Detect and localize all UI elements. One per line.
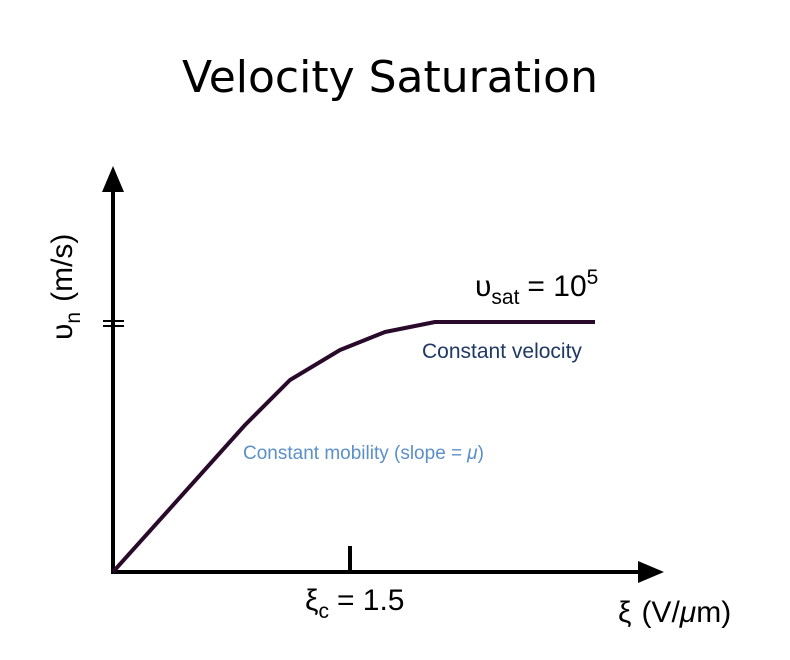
velocity-region: Constant velocity [422, 340, 582, 363]
subscript: c [318, 600, 329, 623]
velocity-curve [111, 320, 595, 574]
symbol: μ [466, 443, 478, 464]
critical-field-label: ξc = 1.5 [305, 584, 405, 623]
symbol: υ [475, 270, 491, 303]
saturation-label: υsat = 105 [475, 266, 598, 309]
y-arrow [102, 166, 124, 192]
axes [103, 186, 646, 574]
title: Velocity Saturation [182, 52, 598, 103]
symbol: υ [46, 324, 79, 340]
x-axis-label: ξ (V/μm) [618, 596, 731, 629]
relation: = 1.5 [337, 584, 405, 617]
subscript: sat [491, 286, 519, 309]
unit: (m/s) [46, 234, 79, 302]
symbol: ξ [305, 584, 318, 617]
mobility-region: Constant mobility (slope = μ) [243, 443, 484, 464]
unit-open: (V/ [641, 596, 680, 629]
text: Constant mobility (slope = [243, 443, 462, 464]
subscript: n [62, 312, 85, 324]
y-axis-label: υn (m/s) [46, 234, 85, 340]
superscript: 5 [587, 266, 599, 289]
x-arrow [638, 561, 664, 583]
symbol: ξ [618, 596, 631, 629]
close: ) [478, 443, 484, 464]
unit-close: m) [696, 596, 731, 629]
relation: = 10 [527, 270, 586, 303]
unit-symbol: μ [679, 596, 696, 629]
